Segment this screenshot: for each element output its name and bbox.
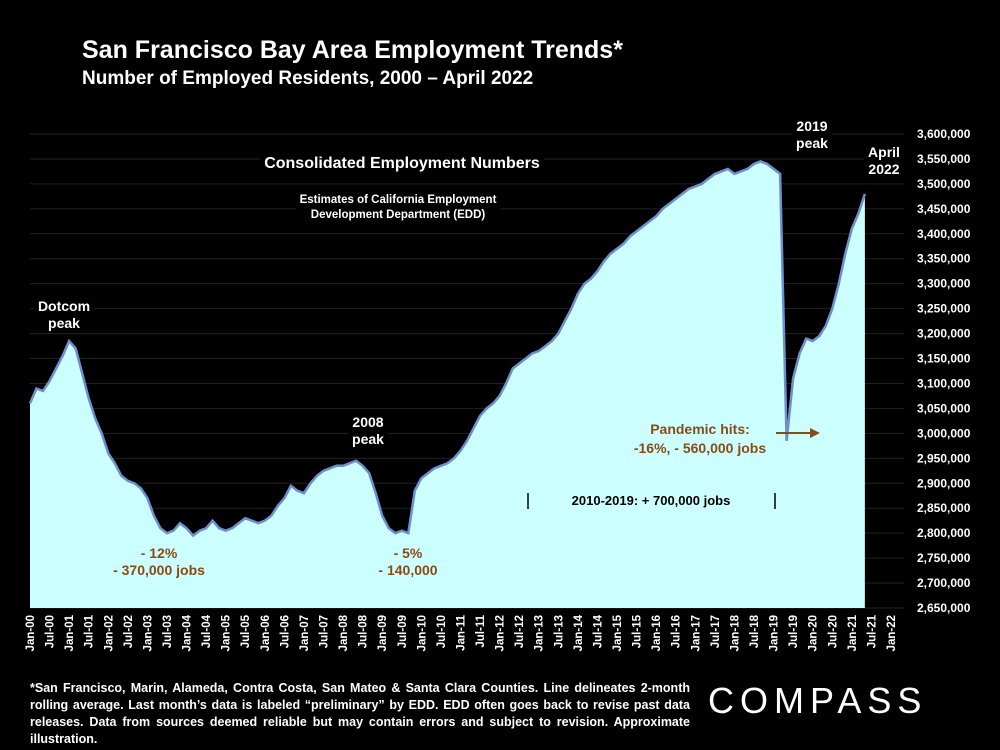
- x-tick-label: Jan-12: [495, 615, 507, 651]
- annotation-2019-peak: 2019 peak: [796, 118, 828, 151]
- x-tick-label: Jul-07: [319, 615, 331, 648]
- x-tick-label: Jan-19: [769, 615, 781, 651]
- x-tick-label: Jul-00: [45, 615, 57, 648]
- x-tick-label: Jan-00: [25, 615, 37, 651]
- y-tick-label: 3,000,000: [917, 426, 971, 440]
- annotation-edd-source-bg: [295, 192, 501, 223]
- annotation-consolidated: Consolidated Employment Numbers: [264, 155, 540, 172]
- annotation-2008-drop: - 5% - 140,000: [378, 545, 437, 578]
- y-tick-label: 3,050,000: [917, 401, 971, 415]
- x-tick-label: Jan-10: [416, 615, 428, 651]
- x-tick-label: Jan-14: [573, 614, 585, 651]
- employment-chart: 2,650,000 2,700,000 2,750,000 2,800,000 2,85…: [25, 116, 971, 651]
- x-tick-label: Jan-11: [455, 614, 467, 650]
- annotation-dotcom-drop: - 12% - 370,000 jobs: [113, 545, 205, 578]
- y-tick-label: 3,100,000: [917, 376, 971, 390]
- x-tick-label: Jan-16: [651, 615, 663, 651]
- pandemic-arrow-head: [810, 428, 820, 438]
- x-tick-label: Jul-17: [710, 615, 722, 648]
- x-tick-label: Jan-01: [64, 614, 76, 651]
- x-tick-label: Jan-15: [612, 614, 624, 651]
- x-tick-label: Jan-05: [221, 614, 233, 651]
- x-tick-label: Jan-02: [103, 615, 115, 651]
- x-tick-label: Jul-09: [397, 615, 409, 648]
- y-tick-label: 2,750,000: [917, 551, 971, 565]
- x-tick-label: Jan-06: [260, 615, 272, 651]
- series-area: [30, 161, 865, 608]
- chart-title: San Francisco Bay Area Employment Trends…: [82, 36, 623, 64]
- y-tick-label: 3,550,000: [917, 152, 971, 166]
- chart-subtitle: Number of Employed Residents, 2000 – Apr…: [82, 68, 534, 89]
- x-tick-label: Jul-13: [553, 615, 565, 648]
- x-tick-label: Jan-21: [847, 614, 859, 651]
- y-tick-label: 3,450,000: [917, 202, 971, 216]
- y-tick-label: 2,650,000: [917, 601, 971, 615]
- y-tick-label: 3,300,000: [917, 277, 971, 291]
- x-tick-label: Jul-11: [475, 614, 487, 647]
- series-line: [28, 160, 867, 538]
- annotation-dotcom-peak-bg: [33, 296, 95, 333]
- y-tick-label: 3,500,000: [917, 177, 971, 191]
- y-tick-label: 3,150,000: [917, 352, 971, 366]
- y-tick-label: 3,600,000: [917, 127, 971, 141]
- x-tick-label: Jul-08: [358, 614, 370, 648]
- annotation-2008-peak: 2008 peak: [352, 414, 384, 447]
- annotation-2019-peak-bg: [792, 116, 833, 153]
- x-tick-label: Jan-18: [729, 614, 741, 651]
- x-tick-label: Jul-18: [749, 614, 761, 648]
- annotation-pandemic: Pandemic hits: -16%, - 560,000 jobs: [634, 421, 767, 456]
- annotation-april-2022-bg: [864, 142, 904, 179]
- annotation-april-2022: April 2022: [868, 144, 900, 177]
- x-tick-label: Jan-09: [377, 615, 389, 651]
- footnote: *San Francisco, Marin, Alameda, Contra C…: [30, 681, 690, 746]
- x-tick-label: Jul-16: [671, 615, 683, 648]
- x-tick-label: Jul-20: [827, 615, 839, 648]
- x-tick-label: Jan-17: [690, 615, 702, 651]
- x-tick-label: Jan-20: [808, 615, 820, 651]
- y-tick-label: 2,950,000: [917, 451, 971, 465]
- x-tick-label: Jul-10: [436, 615, 448, 648]
- x-tick-label: Jan-07: [299, 615, 311, 651]
- annotation-2008-peak-bg: [348, 412, 389, 449]
- annotation-dotcom-peak: Dotcom peak: [38, 298, 90, 331]
- y-tick-label: 2,800,000: [917, 526, 971, 540]
- x-tick-label: Jul-19: [788, 615, 800, 648]
- y-tick-label: 2,850,000: [917, 501, 971, 515]
- x-tick-label: Jul-12: [514, 615, 526, 648]
- x-tick-label: Jan-04: [182, 614, 194, 651]
- x-tick-label: Jul-03: [162, 615, 174, 648]
- x-tick-label: Jul-01: [84, 614, 96, 648]
- x-tick-label: Jul-06: [279, 615, 291, 648]
- x-tick-label: Jul-05: [240, 614, 252, 648]
- x-tick-label: Jan-08: [338, 614, 350, 651]
- x-tick-label: Jul-02: [123, 615, 135, 648]
- x-tick-label: Jan-13: [534, 615, 546, 651]
- compass-logo: COMPASS: [708, 680, 928, 721]
- x-tick-label: Jul-21: [866, 614, 878, 648]
- x-tick-label: Jan-03: [142, 615, 154, 651]
- y-tick-label: 2,700,000: [917, 576, 971, 590]
- y-tick-label: 3,350,000: [917, 252, 971, 266]
- annotation-edd-source: Estimates of California Employment Develo…: [300, 194, 497, 221]
- x-tick-label: Jul-15: [632, 614, 644, 648]
- y-tick-label: 2,900,000: [917, 476, 971, 490]
- x-tick-label: Jul-04: [201, 614, 213, 648]
- y-tick-label: 3,400,000: [917, 227, 971, 241]
- y-tick-label: 3,200,000: [917, 327, 971, 341]
- annotation-consolidated-bg: [260, 153, 544, 174]
- x-tick-label: Jul-14: [592, 614, 604, 648]
- annotation-decade-growth: 2010-2019: + 700,000 jobs: [572, 493, 731, 508]
- y-tick-label: 3,250,000: [917, 302, 971, 316]
- x-tick-label: Jan-22: [886, 615, 898, 651]
